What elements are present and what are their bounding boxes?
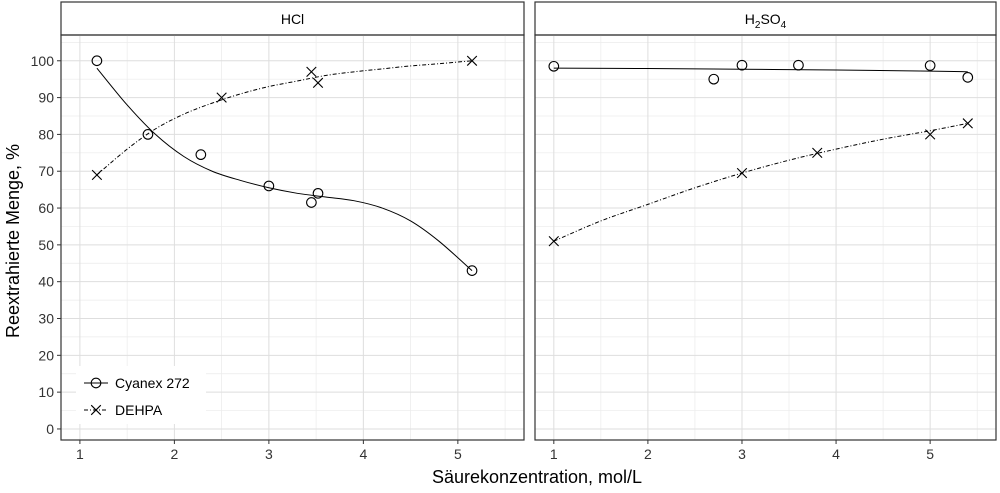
x-tick-label: 5	[926, 446, 934, 462]
y-axis-title: Reextrahierte Menge, %	[3, 144, 23, 338]
y-tick-label: 90	[38, 90, 54, 106]
data-point	[306, 197, 317, 208]
x-tick-label: 4	[359, 446, 367, 462]
x-tick-label: 4	[832, 446, 840, 462]
data-point	[263, 180, 275, 192]
legend-label: DEHPA	[115, 402, 163, 418]
data-point	[195, 149, 207, 161]
legend: Cyanex 272 DEHPA	[76, 366, 206, 424]
fit-line	[96, 67, 473, 272]
y-tick-label: 40	[38, 274, 54, 290]
x-tick-label: 1	[76, 446, 84, 462]
data-point	[924, 129, 936, 140]
x-tick-label: 2	[170, 446, 178, 462]
y-tick-label: 30	[38, 311, 54, 327]
legend-key-marker	[90, 404, 102, 416]
data-point	[306, 66, 317, 78]
x-axis-title: Säurekonzentration, mol/L	[432, 467, 642, 487]
y-tick-label: 20	[38, 347, 54, 363]
x-tick-label: 3	[738, 446, 746, 462]
data-point	[736, 167, 748, 179]
series-dehpa	[548, 118, 973, 247]
panel-title: H2SO4	[745, 11, 787, 31]
legend-key-marker	[90, 377, 102, 389]
data-point	[91, 55, 103, 67]
data-point	[466, 55, 478, 66]
y-tick-label: 10	[38, 384, 54, 400]
data-point	[466, 265, 478, 276]
x-tick-label: 5	[454, 446, 462, 462]
data-point	[312, 77, 324, 89]
panel-2: H2SO4 1 2 3 4 5	[534, 1, 997, 462]
series-cyanex-272	[91, 55, 478, 276]
y-tick-label: 60	[38, 200, 54, 216]
y-tick-label: 0	[46, 421, 54, 437]
panel-title: HCl	[281, 11, 304, 27]
data-point	[216, 92, 227, 103]
data-point	[91, 169, 103, 181]
x-tick-label: 2	[644, 446, 652, 462]
panel-strip	[60, 1, 525, 36]
data-point	[812, 147, 823, 159]
data-point	[962, 71, 974, 83]
series-cyanex-272	[548, 59, 974, 85]
x-tick-label: 3	[265, 446, 273, 462]
data-point	[962, 118, 973, 129]
fit-line	[553, 67, 968, 73]
y-tick-label: 80	[38, 126, 54, 142]
fit-line	[96, 60, 473, 176]
grid	[61, 35, 524, 440]
data-point	[924, 60, 936, 71]
data-point	[548, 60, 560, 72]
fit-line	[553, 122, 968, 242]
data-point	[708, 73, 720, 85]
y-tick-label: 100	[31, 53, 55, 69]
y-tick-label: 50	[38, 237, 54, 253]
data-point	[736, 59, 748, 71]
grid	[535, 35, 996, 440]
legend-box	[76, 366, 206, 424]
data-point	[548, 235, 560, 247]
series-dehpa	[91, 55, 478, 181]
data-point	[142, 129, 154, 140]
y-tick-label: 70	[38, 163, 54, 179]
panel-strip	[534, 1, 997, 36]
legend-label: Cyanex 272	[115, 375, 190, 391]
data-point	[312, 187, 324, 199]
panel-border	[60, 34, 525, 441]
x-tick-label: 1	[550, 446, 558, 462]
panel-border	[534, 34, 997, 441]
data-point	[793, 59, 804, 71]
